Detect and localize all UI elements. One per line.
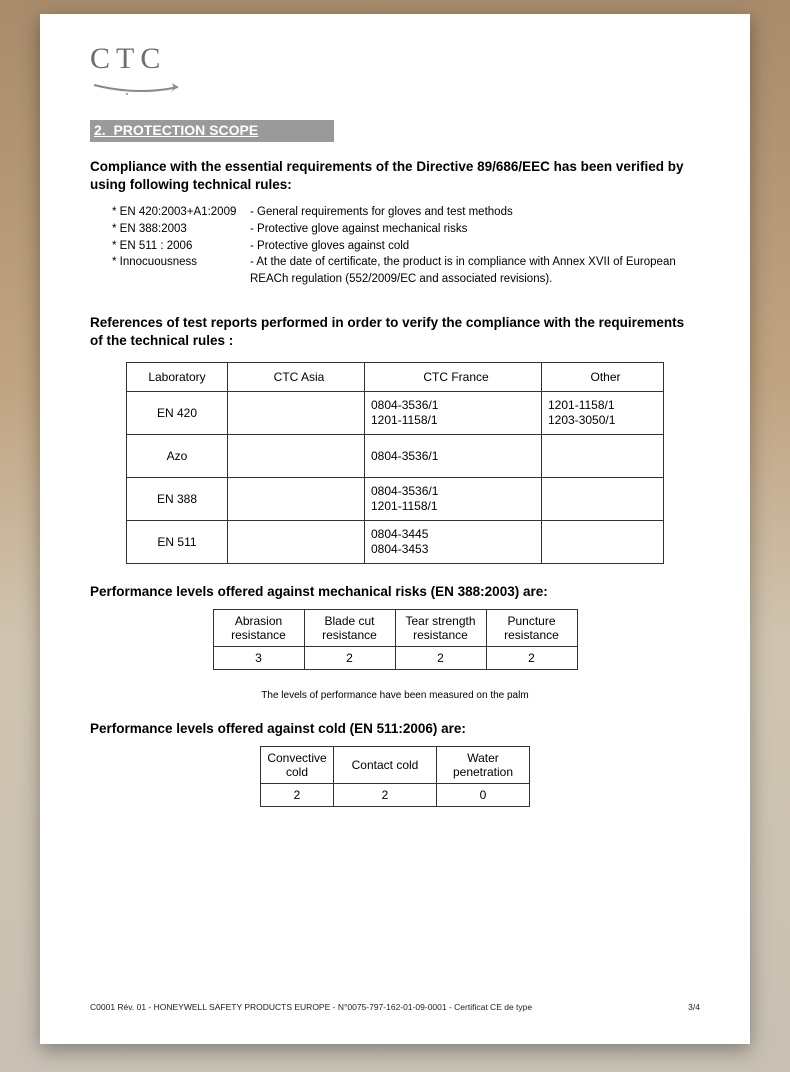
perf-header: Abrasion resistance — [213, 610, 304, 647]
cell-other — [542, 435, 664, 478]
table-row: EN 511 0804-34450804-3453 — [127, 521, 664, 564]
table-row: EN 420 0804-3536/11201-1158/1 1201-1158/… — [127, 392, 664, 435]
cell-lab: Azo — [127, 435, 228, 478]
test-reports-table: Laboratory CTC Asia CTC France Other EN … — [126, 362, 664, 564]
perf-value: 3 — [213, 647, 304, 670]
cell-lab: EN 511 — [127, 521, 228, 564]
rule-label: * Innocuousness — [90, 254, 250, 271]
cold-value: 2 — [334, 784, 437, 807]
references-title: References of test reports performed in … — [90, 314, 700, 350]
perf-value: 2 — [304, 647, 395, 670]
cell-asia — [228, 521, 365, 564]
palm-note: The levels of performance have been meas… — [90, 690, 700, 701]
cell-france: 0804-3536/11201-1158/1 — [365, 392, 542, 435]
rule-row: * EN 511 : 2006 - Protective gloves agai… — [90, 238, 700, 255]
perf-header: Blade cut resistance — [304, 610, 395, 647]
rule-label: * EN 511 : 2006 — [90, 238, 250, 255]
cell-france: 0804-3536/1 — [365, 435, 542, 478]
perf-header: Puncture resistance — [486, 610, 577, 647]
cell-other — [542, 521, 664, 564]
ctc-logo: CTC — [90, 44, 700, 102]
col-other: Other — [542, 363, 664, 392]
col-ctc-france: CTC France — [365, 363, 542, 392]
perf-value: 2 — [395, 647, 486, 670]
table-row: EN 388 0804-3536/11201-1158/1 — [127, 478, 664, 521]
cold-header: Water penetration — [437, 747, 530, 784]
cell-other — [542, 478, 664, 521]
cold-header: Convective cold — [261, 747, 334, 784]
compliance-intro: Compliance with the essential requiremen… — [90, 158, 700, 194]
section-number: 2. — [94, 122, 106, 138]
footer-left: C0001 Rév. 01 - HONEYWELL SAFETY PRODUCT… — [90, 1002, 532, 1012]
cell-france: 0804-34450804-3453 — [365, 521, 542, 564]
cold-header: Contact cold — [334, 747, 437, 784]
page-footer: C0001 Rév. 01 - HONEYWELL SAFETY PRODUCT… — [90, 1002, 700, 1012]
technical-rules-list: * EN 420:2003+A1:2009 - General requirem… — [90, 204, 700, 287]
table-row: 2 2 0 — [261, 784, 530, 807]
rule-desc: - Protective gloves against cold — [250, 238, 700, 255]
col-laboratory: Laboratory — [127, 363, 228, 392]
logo-text: CTC — [90, 42, 166, 75]
cell-lab: EN 420 — [127, 392, 228, 435]
logo-arrow-icon — [92, 72, 700, 102]
cell-lab: EN 388 — [127, 478, 228, 521]
cold-perf-table: Convective cold Contact cold Water penet… — [260, 746, 530, 807]
cold-value: 2 — [261, 784, 334, 807]
cell-france: 0804-3536/11201-1158/1 — [365, 478, 542, 521]
document-page: CTC 2. PROTECTION SCOPE Compliance with … — [40, 14, 750, 1044]
section-heading: 2. PROTECTION SCOPE — [90, 120, 334, 142]
table-header-row: Abrasion resistance Blade cut resistance… — [213, 610, 577, 647]
table-header-row: Convective cold Contact cold Water penet… — [261, 747, 530, 784]
rule-label: * EN 420:2003+A1:2009 — [90, 204, 250, 221]
rule-desc: - General requirements for gloves and te… — [250, 204, 700, 221]
perf-value: 2 — [486, 647, 577, 670]
mechanical-perf-title: Performance levels offered against mecha… — [90, 584, 700, 599]
rule-label: * EN 388:2003 — [90, 221, 250, 238]
cell-asia — [228, 392, 365, 435]
footer-page-number: 3/4 — [688, 1002, 700, 1012]
rule-row: * Innocuousness - At the date of certifi… — [90, 254, 700, 287]
cell-asia — [228, 478, 365, 521]
rule-row: * EN 420:2003+A1:2009 - General requirem… — [90, 204, 700, 221]
table-row: Azo 0804-3536/1 — [127, 435, 664, 478]
rule-desc: - At the date of certificate, the produc… — [250, 254, 700, 287]
rule-row: * EN 388:2003 - Protective glove against… — [90, 221, 700, 238]
col-ctc-asia: CTC Asia — [228, 363, 365, 392]
perf-header: Tear strength resistance — [395, 610, 486, 647]
rule-desc: - Protective glove against mechanical ri… — [250, 221, 700, 238]
cell-other: 1201-1158/11203-3050/1 — [542, 392, 664, 435]
mechanical-perf-table: Abrasion resistance Blade cut resistance… — [213, 609, 578, 670]
section-title: PROTECTION SCOPE — [113, 122, 258, 138]
cell-asia — [228, 435, 365, 478]
cold-perf-title: Performance levels offered against cold … — [90, 721, 700, 736]
cold-value: 0 — [437, 784, 530, 807]
table-row: 3 2 2 2 — [213, 647, 577, 670]
table-header-row: Laboratory CTC Asia CTC France Other — [127, 363, 664, 392]
